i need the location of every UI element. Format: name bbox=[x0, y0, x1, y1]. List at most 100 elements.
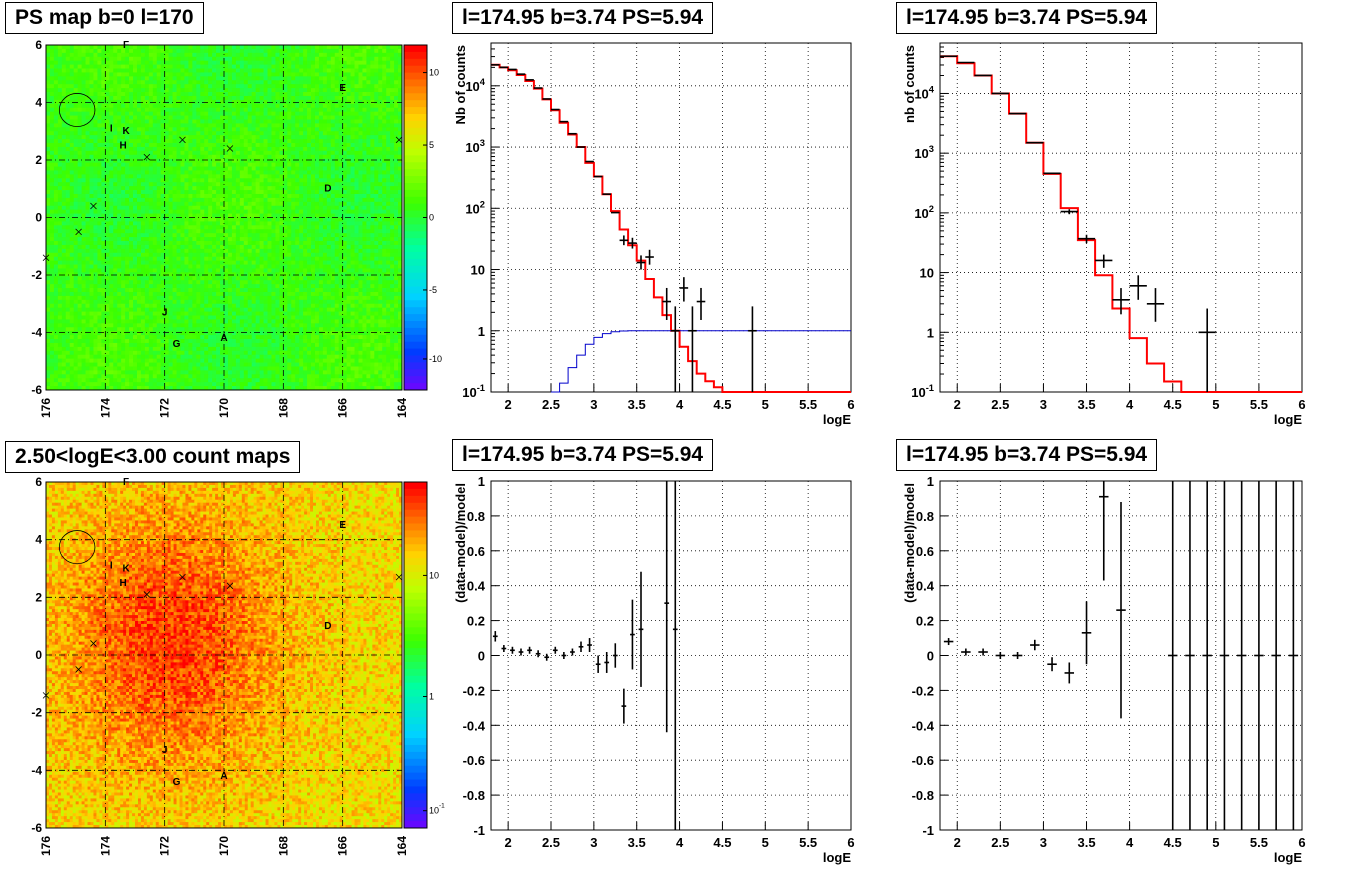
heatmap-cell bbox=[46, 65, 50, 69]
heatmap-cell bbox=[125, 218, 129, 222]
heatmap-cell bbox=[366, 92, 370, 96]
heatmap-cell bbox=[212, 163, 216, 167]
heatmap-cell bbox=[196, 139, 200, 143]
heatmap-cell bbox=[90, 147, 94, 151]
heatmap-cell bbox=[129, 170, 133, 174]
heatmap-cell bbox=[351, 57, 355, 61]
heatmap-cell bbox=[366, 72, 370, 76]
heatmap-cell bbox=[374, 116, 378, 120]
heatmap-cell bbox=[271, 53, 275, 57]
heatmap-cell bbox=[319, 194, 323, 198]
heatmap-cell bbox=[184, 155, 188, 159]
heatmap-cell bbox=[271, 61, 275, 65]
heatmap-cell bbox=[173, 233, 177, 237]
heatmap-cell bbox=[370, 143, 374, 147]
heatmap-cell bbox=[46, 174, 50, 178]
heatmap-cell bbox=[133, 76, 137, 80]
heatmap-cell bbox=[343, 182, 347, 186]
heatmap-cell bbox=[264, 155, 268, 159]
heatmap-cell bbox=[86, 72, 90, 76]
heatmap-cell bbox=[216, 210, 220, 214]
heatmap-cell bbox=[173, 69, 177, 73]
heatmap-cell bbox=[177, 225, 181, 229]
heatmap-cell bbox=[133, 245, 137, 249]
heatmap-cell bbox=[260, 123, 264, 127]
heatmap-cell bbox=[58, 92, 62, 96]
heatmap-cell bbox=[331, 45, 335, 49]
heatmap-cell bbox=[394, 174, 398, 178]
heatmap-cell bbox=[97, 116, 101, 120]
heatmap-cell bbox=[212, 88, 216, 92]
heatmap-cell bbox=[252, 112, 256, 116]
heatmap-cell bbox=[252, 123, 256, 127]
heatmap-cell bbox=[260, 206, 264, 210]
heatmap-cell bbox=[315, 174, 319, 178]
heatmap-cell bbox=[46, 88, 50, 92]
heatmap-cell bbox=[260, 100, 264, 104]
heatmap-cell bbox=[307, 167, 311, 171]
heatmap-cell bbox=[370, 108, 374, 112]
heatmap-cell bbox=[74, 61, 78, 65]
heatmap-cell bbox=[86, 45, 90, 49]
heatmap-cell bbox=[323, 202, 327, 206]
heatmap-cell bbox=[97, 163, 101, 167]
heatmap-cell bbox=[256, 163, 260, 167]
heatmap-cell bbox=[113, 84, 117, 88]
heatmap-cell bbox=[307, 108, 311, 112]
heatmap-cell bbox=[157, 96, 161, 100]
heatmap-cell bbox=[256, 100, 260, 104]
heatmap-cell bbox=[204, 178, 208, 182]
heatmap-cell bbox=[177, 108, 181, 112]
heatmap-cell bbox=[260, 135, 264, 139]
heatmap-cell bbox=[394, 127, 398, 131]
heatmap-cell bbox=[54, 190, 58, 194]
heatmap-cell bbox=[165, 237, 169, 241]
heatmap-cell bbox=[252, 104, 256, 108]
heatmap-cell bbox=[109, 198, 113, 202]
heatmap-cell bbox=[355, 167, 359, 171]
heatmap-cell bbox=[157, 178, 161, 182]
heatmap-cell bbox=[268, 131, 272, 135]
heatmap-cell bbox=[173, 206, 177, 210]
heatmap-cell bbox=[331, 159, 335, 163]
heatmap-cell bbox=[311, 72, 315, 76]
heatmap-cell bbox=[236, 225, 240, 229]
heatmap-cell bbox=[54, 65, 58, 69]
heatmap-cell bbox=[62, 225, 66, 229]
heatmap-cell bbox=[188, 61, 192, 65]
heatmap-cell bbox=[212, 100, 216, 104]
heatmap-cell bbox=[66, 53, 70, 57]
heatmap-cell bbox=[192, 249, 196, 253]
heatmap-cell bbox=[208, 178, 212, 182]
heatmap-cell bbox=[264, 225, 268, 229]
heatmap-cell bbox=[93, 229, 97, 233]
heatmap-cell bbox=[200, 229, 204, 233]
heatmap-cell bbox=[105, 108, 109, 112]
heatmap-cell bbox=[82, 202, 86, 206]
heatmap-cell bbox=[157, 159, 161, 163]
heatmap-cell bbox=[232, 135, 236, 139]
heatmap-cell bbox=[256, 53, 260, 57]
heatmap-cell bbox=[173, 80, 177, 84]
heatmap-cell bbox=[46, 143, 50, 147]
heatmap-cell bbox=[165, 210, 169, 214]
heatmap-cell bbox=[117, 108, 121, 112]
heatmap-cell bbox=[157, 202, 161, 206]
heatmap-cell bbox=[291, 174, 295, 178]
heatmap-cell bbox=[268, 151, 272, 155]
heatmap-cell bbox=[382, 186, 386, 190]
heatmap-cell bbox=[358, 225, 362, 229]
heatmap-cell bbox=[74, 221, 78, 225]
heatmap-cell bbox=[252, 155, 256, 159]
heatmap-cell bbox=[370, 155, 374, 159]
heatmap-cell bbox=[303, 80, 307, 84]
heatmap-cell bbox=[117, 167, 121, 171]
heatmap-cell bbox=[335, 194, 339, 198]
heatmap-cell bbox=[133, 206, 137, 210]
heatmap-cell bbox=[149, 92, 153, 96]
heatmap-cell bbox=[74, 127, 78, 131]
heatmap-cell bbox=[370, 100, 374, 104]
heatmap-cell bbox=[362, 245, 366, 249]
heatmap-cell bbox=[378, 182, 382, 186]
heatmap-cell bbox=[173, 167, 177, 171]
